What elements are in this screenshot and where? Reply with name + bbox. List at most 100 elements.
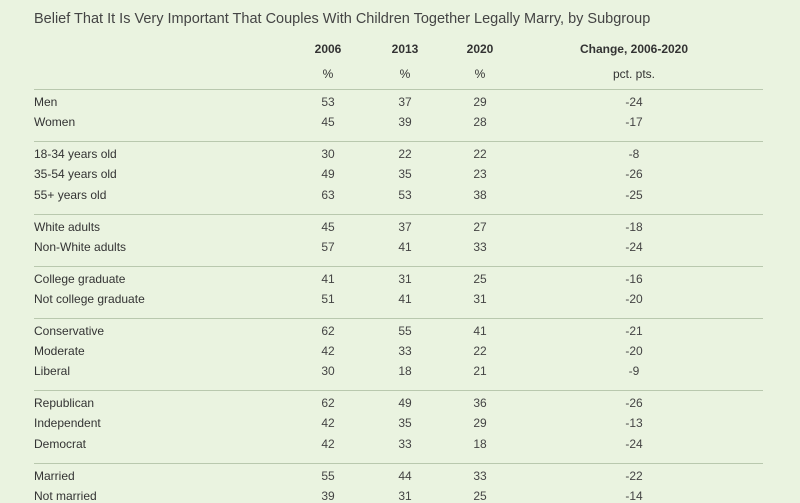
- table-cell: 45: [321, 219, 335, 234]
- table-cell: 55: [321, 468, 335, 483]
- table-cell: -22: [625, 468, 643, 483]
- table-cell: 37: [398, 95, 412, 109]
- table-cell: 31: [473, 291, 487, 306]
- table-cell: -26: [625, 167, 643, 182]
- table-cell: 33: [398, 436, 412, 451]
- group-divider: [34, 317, 763, 319]
- table-cell: 42: [321, 436, 335, 451]
- row-label: Not college graduate: [34, 291, 145, 306]
- table-cell: 30: [321, 147, 335, 162]
- table-cell: 39: [398, 115, 412, 130]
- table-cell: -13: [625, 416, 643, 431]
- row-label: Married: [34, 468, 75, 483]
- table-cell: 29: [473, 95, 487, 109]
- row-label: Not married: [34, 488, 97, 503]
- table-cell: 31: [398, 271, 412, 286]
- table-cell: 62: [321, 396, 335, 411]
- group-divider: [34, 89, 763, 90]
- row-label: 35-54 years old: [34, 167, 117, 182]
- row-label: Moderate: [34, 344, 85, 358]
- chart-title: Belief That It Is Very Important That Co…: [34, 11, 651, 27]
- table-cell: 53: [321, 95, 335, 109]
- table-cell: 35: [398, 416, 412, 431]
- table-cell: -21: [625, 323, 643, 338]
- table-cell: -24: [625, 436, 643, 451]
- row-label: Men: [34, 95, 58, 109]
- table-cell: 55: [398, 323, 412, 338]
- row-label: Non-White adults: [34, 239, 127, 254]
- table-cell: 27: [473, 219, 487, 234]
- table-cell: 25: [473, 271, 487, 286]
- table-cell: 39: [321, 488, 335, 503]
- table-cell: 49: [321, 167, 335, 182]
- table-cell: -8: [628, 147, 640, 162]
- row-label: White adults: [34, 219, 101, 234]
- table-cell: 33: [473, 468, 487, 483]
- table-cell: 21: [473, 364, 487, 379]
- table-cell: 23: [473, 167, 487, 182]
- table-cell: 41: [473, 323, 487, 338]
- row-label: 55+ years old: [34, 187, 107, 202]
- table-cell: -14: [625, 488, 643, 503]
- table-cell: -20: [625, 344, 643, 358]
- table-cell: -26: [625, 396, 643, 411]
- column-header: 2013: [391, 42, 419, 56]
- table-cell: 18: [473, 436, 487, 451]
- table-cell: -9: [628, 364, 640, 379]
- table-cell: 49: [398, 396, 412, 411]
- table-cell: 57: [321, 239, 335, 254]
- table-cell: 45: [321, 115, 335, 130]
- row-label: College graduate: [34, 271, 126, 286]
- table-cell: 42: [321, 344, 335, 358]
- table-cell: 42: [321, 416, 335, 431]
- table-cell: 25: [473, 488, 487, 503]
- table-cell: 18: [398, 364, 412, 379]
- column-header: 2020: [466, 42, 494, 56]
- row-label: Liberal: [34, 364, 71, 379]
- table-cell: 41: [321, 271, 335, 286]
- column-unit: %: [474, 67, 486, 81]
- column-header: 2006: [314, 42, 342, 56]
- table-cell: 33: [473, 239, 487, 254]
- table-cell: -25: [625, 187, 643, 202]
- table-cell: 41: [398, 239, 412, 254]
- column-unit: pct. pts.: [612, 67, 656, 81]
- row-label: Democrat: [34, 436, 87, 451]
- table-cell: 44: [398, 468, 412, 483]
- table-cell: 41: [398, 291, 412, 306]
- group-divider: [34, 213, 763, 215]
- table-cell: -24: [625, 239, 643, 254]
- row-label: Women: [34, 115, 76, 130]
- row-label: 18-34 years old: [34, 147, 117, 162]
- table-cell: 29: [473, 416, 487, 431]
- table-cell: 63: [321, 187, 335, 202]
- table-cell: 62: [321, 323, 335, 338]
- table-cell: 37: [398, 219, 412, 234]
- table-cell: -24: [625, 95, 643, 109]
- table-cell: -18: [625, 219, 643, 234]
- table-cell: -20: [625, 291, 643, 306]
- data-table: 2006% 2013% 2020% Change, 2006-2020 pct. pts…: [34, 0, 763, 503]
- table-cell: 33: [398, 344, 412, 358]
- group-divider: [34, 141, 763, 143]
- table-cell: -17: [625, 115, 643, 130]
- table-cell: 38: [473, 187, 487, 202]
- table-cell: 30: [321, 364, 335, 379]
- table-cell: 31: [398, 488, 412, 503]
- table-cell: 51: [321, 291, 335, 306]
- table-cell: 53: [398, 187, 412, 202]
- table-cell: 22: [473, 147, 487, 162]
- table-cell: 22: [398, 147, 412, 162]
- column-header: Change, 2006-2020: [579, 42, 689, 56]
- column-unit: %: [322, 67, 334, 81]
- group-divider: [34, 265, 763, 267]
- column-unit: %: [399, 67, 411, 81]
- chart-page: Belief That It Is Very Important That Co…: [34, 0, 763, 503]
- table-cell: -16: [625, 271, 643, 286]
- row-label: Independent: [34, 416, 101, 431]
- row-label: Republican: [34, 396, 95, 411]
- group-divider: [34, 390, 763, 392]
- table-cell: 28: [473, 115, 487, 130]
- row-label: Conservative: [34, 323, 105, 338]
- table-cell: 36: [473, 396, 487, 411]
